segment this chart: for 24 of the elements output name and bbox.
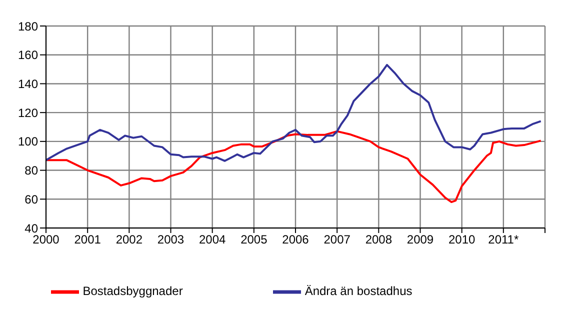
x-tick-label: 2008: [365, 232, 392, 247]
y-tick-label: 80: [24, 164, 38, 178]
x-tick-label: 2002: [116, 232, 143, 247]
x-tick-label: 2004: [198, 232, 226, 247]
x-tick-label: 2006: [282, 232, 310, 247]
x-tick-label: 2003: [157, 232, 184, 247]
y-tick-label: 180: [18, 19, 38, 34]
x-tick-label: 2000: [32, 232, 60, 247]
line-series: [46, 64, 542, 162]
x-tick-label: 2011*: [488, 232, 519, 247]
legend-label: Ändra än bostadhus: [304, 284, 412, 298]
y-tick-label: 60: [24, 192, 38, 206]
x-tick-label: 2007: [324, 232, 351, 247]
y-tick-label: 100: [18, 134, 38, 149]
legend-label: Bostadsbyggnader: [82, 284, 183, 298]
line-series: [46, 130, 542, 204]
y-tick-label: 160: [18, 48, 38, 62]
x-tick-label: 2005: [240, 232, 268, 247]
x-tick-label: 2010: [448, 232, 476, 247]
y-tick-label: 120: [18, 106, 38, 120]
x-tick-label: 2001: [74, 232, 102, 247]
y-tick-label: 40: [24, 221, 38, 236]
x-tick-label: 2009: [406, 232, 434, 247]
y-tick-label: 140: [18, 76, 38, 91]
